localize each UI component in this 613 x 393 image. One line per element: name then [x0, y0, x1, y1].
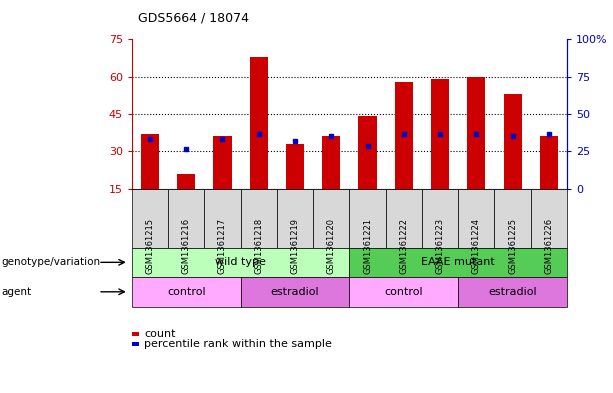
- Bar: [141, 134, 159, 189]
- Text: GSM1361226: GSM1361226: [544, 218, 554, 274]
- Text: EAAE mutant: EAAE mutant: [421, 257, 495, 267]
- Bar: [467, 77, 485, 189]
- Text: control: control: [384, 287, 423, 297]
- Text: GSM1361225: GSM1361225: [508, 218, 517, 274]
- Bar: [395, 82, 413, 189]
- Text: wild type: wild type: [215, 257, 266, 267]
- Text: GSM1361215: GSM1361215: [145, 218, 154, 274]
- Text: GSM1361219: GSM1361219: [291, 218, 300, 274]
- Text: percentile rank within the sample: percentile rank within the sample: [144, 339, 332, 349]
- Text: estradiol: estradiol: [271, 287, 319, 297]
- Text: GSM1361218: GSM1361218: [254, 218, 263, 274]
- Text: GDS5664 / 18074: GDS5664 / 18074: [138, 12, 249, 25]
- Text: GSM1361221: GSM1361221: [363, 218, 372, 274]
- Text: agent: agent: [1, 287, 31, 297]
- Text: GSM1361217: GSM1361217: [218, 218, 227, 274]
- Bar: [322, 136, 340, 189]
- Text: estradiol: estradiol: [489, 287, 537, 297]
- Text: GSM1361220: GSM1361220: [327, 218, 336, 274]
- Bar: [431, 79, 449, 189]
- Bar: [249, 57, 268, 189]
- Text: control: control: [167, 287, 205, 297]
- Bar: [213, 136, 232, 189]
- Text: count: count: [144, 329, 175, 339]
- Bar: [540, 136, 558, 189]
- Text: GSM1361223: GSM1361223: [436, 218, 444, 274]
- Bar: [286, 144, 304, 189]
- Text: GSM1361216: GSM1361216: [181, 218, 191, 274]
- Bar: [359, 116, 376, 189]
- Text: GSM1361224: GSM1361224: [472, 218, 481, 274]
- Text: GSM1361222: GSM1361222: [399, 218, 408, 274]
- Bar: [503, 94, 522, 189]
- Text: genotype/variation: genotype/variation: [1, 257, 101, 267]
- Bar: [177, 174, 196, 189]
